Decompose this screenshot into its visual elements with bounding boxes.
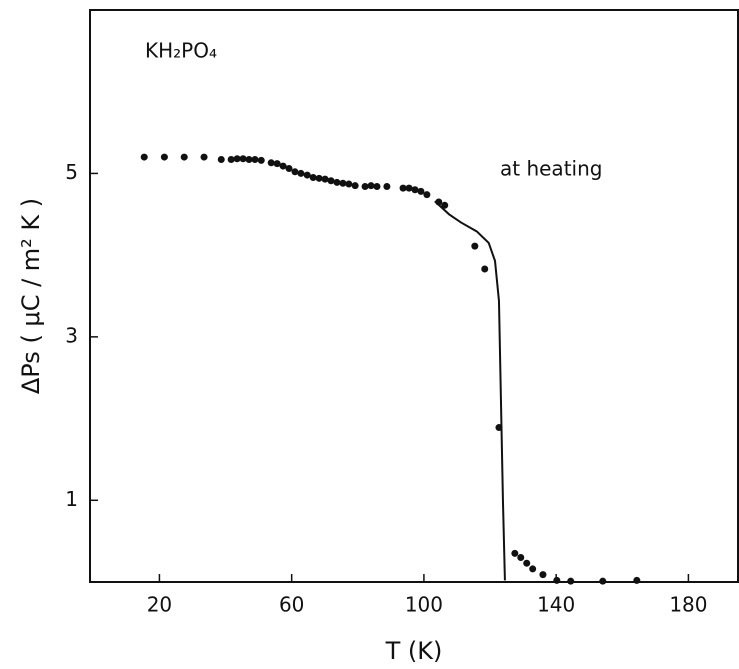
x-tick-label: 100 [405, 593, 443, 617]
data-point [405, 184, 413, 192]
y-tick-label: 3 [65, 323, 78, 347]
data-point [140, 153, 148, 161]
data-point [267, 159, 275, 167]
plot-frame [89, 9, 739, 583]
annotation: at heating [500, 157, 602, 181]
data-point [423, 191, 431, 199]
data-point [321, 175, 329, 183]
fit-curve [434, 200, 506, 581]
data-point [553, 576, 561, 584]
data-point [217, 156, 225, 164]
y-tick-label: 5 [65, 160, 78, 184]
data-point [345, 180, 353, 188]
data-point [361, 183, 369, 191]
y-axis-label: ΔPs ( μC / m² K ) [17, 198, 45, 394]
data-point [373, 183, 381, 191]
data-point [297, 169, 305, 177]
y-tick-label: 1 [65, 487, 78, 511]
data-point [529, 565, 537, 573]
data-point [471, 242, 479, 250]
data-point [303, 171, 311, 179]
data-point [333, 178, 341, 186]
data-point [481, 265, 489, 273]
data-point [279, 162, 287, 170]
data-point [417, 187, 425, 195]
data-point [511, 549, 519, 557]
x-tick-label: 20 [147, 593, 172, 617]
x-tick-label: 140 [537, 593, 575, 617]
data-point [273, 160, 281, 168]
data-point [367, 182, 375, 190]
data-point [441, 201, 449, 209]
data-point [517, 553, 525, 561]
data-point [351, 182, 359, 190]
data-point [309, 174, 317, 182]
data-point [315, 174, 323, 182]
data-point [160, 153, 168, 161]
data-point [599, 577, 607, 585]
data-point [291, 168, 299, 176]
x-tick-label: 60 [279, 593, 304, 617]
data-point [523, 559, 531, 567]
data-point [200, 153, 208, 161]
data-point [399, 184, 407, 192]
data-point [633, 576, 641, 584]
data-point [233, 155, 241, 163]
data-point [339, 179, 347, 187]
annotation: KH₂PO₄ [145, 39, 217, 63]
data-point [411, 186, 419, 194]
data-point [227, 156, 235, 164]
data-point [285, 165, 293, 173]
data-point [257, 156, 265, 164]
data-point [245, 156, 253, 164]
data-point [180, 153, 188, 161]
data-point [539, 571, 547, 579]
data-point [327, 177, 335, 185]
x-axis-label: T (K) [385, 637, 443, 665]
data-point [567, 577, 575, 585]
x-tick-label: 180 [669, 593, 707, 617]
data-point [383, 183, 391, 191]
data-point [251, 156, 259, 164]
data-point [239, 155, 247, 163]
